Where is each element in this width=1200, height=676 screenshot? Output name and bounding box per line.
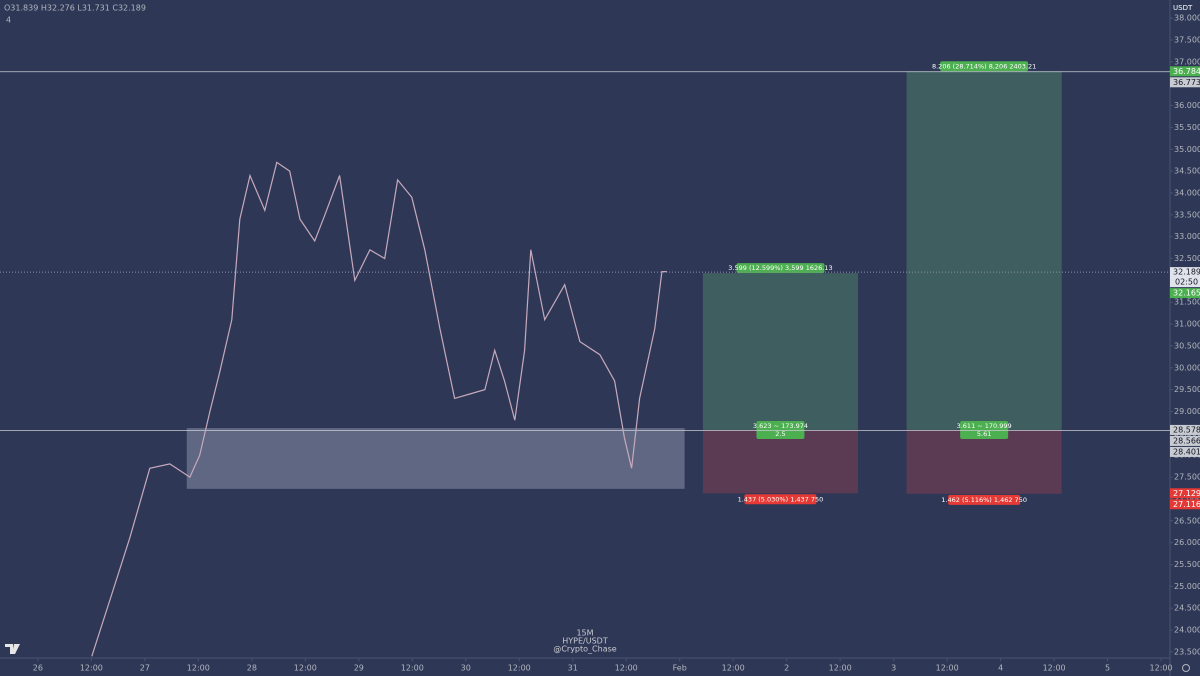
y-tick-label: 29.000 (1174, 407, 1200, 416)
profit-zone (906, 71, 1062, 430)
stop-label-bg (948, 494, 1021, 505)
entry-label-bg (960, 420, 1009, 439)
x-tick-label: 26 (33, 664, 43, 673)
target-label-bg (940, 61, 1029, 72)
price-tag (1170, 499, 1200, 510)
x-tick-label: 12:00 (80, 664, 103, 673)
price-tag (1170, 435, 1200, 446)
entry-label: 3.623 ~ 173.974 (753, 422, 808, 430)
risk-reward: 2.5 (775, 430, 785, 438)
y-tick-label: 35.000 (1174, 145, 1200, 154)
stop-label: 1.462 (5.116%) 1,462 750 (941, 496, 1027, 504)
x-tick-label: 2 (784, 664, 789, 673)
stop-label: 1.437 (5.030%) 1,437 750 (738, 495, 824, 503)
price-tag (1170, 267, 1200, 288)
x-tick-label: 30 (461, 664, 471, 673)
y-tick-label: 34.500 (1174, 167, 1200, 176)
x-tick-label: 12:00 (722, 664, 745, 673)
price-tag-label: 28.578 (1173, 425, 1200, 434)
x-tick-label: 27 (140, 664, 150, 673)
y-tick-label: 24.500 (1174, 604, 1200, 613)
loss-zone (702, 429, 858, 494)
price-tag-label: 28.566 (1173, 436, 1200, 445)
price-tag-label: 32.165 (1173, 289, 1200, 298)
price-tag-label: 36.773 (1173, 78, 1200, 87)
y-tick-label: 36.000 (1174, 101, 1200, 110)
y-tick-label: 37.500 (1174, 35, 1200, 44)
price-tag (1170, 446, 1200, 457)
currency[interactable]: USDT (1173, 4, 1193, 12)
stop-label-bg (744, 494, 817, 505)
settings-icon[interactable] (1182, 664, 1190, 672)
x-tick-label: 5 (1105, 664, 1110, 673)
price-tag-label: 32.189 (1173, 268, 1200, 277)
y-tick-label: 25.500 (1174, 560, 1200, 569)
y-tick-label: 37.000 (1174, 57, 1200, 66)
x-tick-label: 28 (247, 664, 257, 673)
x-tick-label: 12:00 (294, 664, 317, 673)
x-tick-label: Feb (673, 664, 687, 673)
y-tick-label: 31.500 (1174, 298, 1200, 307)
y-tick-label: 34.000 (1174, 188, 1200, 197)
price-tag-label: 27.129 (1173, 489, 1200, 498)
y-tick-label: 29.500 (1174, 385, 1200, 394)
price-tag-label: 36.784 (1173, 67, 1200, 76)
countdown: 02:50 (1175, 278, 1198, 287)
watermark: @Crypto_Chase (553, 645, 616, 654)
price-tag (1170, 66, 1200, 77)
x-tick-label: 12:00 (1150, 664, 1173, 673)
y-tick-label: 23.500 (1174, 647, 1200, 656)
x-tick-label: 12:00 (187, 664, 210, 673)
y-tick-label: 27.000 (1174, 494, 1200, 503)
y-tick-label: 27.500 (1174, 473, 1200, 482)
price-tag (1170, 77, 1200, 88)
x-tick-label: 31 (568, 664, 578, 673)
indicators-toggle[interactable]: 4 (6, 16, 11, 25)
target-label: 3.599 (12.599%) 3,599 1626.13 (728, 264, 832, 272)
y-tick-label: 30.000 (1174, 363, 1200, 372)
x-tick-label: 12:00 (829, 664, 852, 673)
y-tick-label: 32.500 (1174, 254, 1200, 263)
ohlc: O31.839 H32.276 L31.731 C32.189 (4, 4, 146, 13)
y-tick-label: 31.000 (1174, 320, 1200, 329)
logo[interactable] (5, 644, 20, 654)
y-tick-label: 33.500 (1174, 210, 1200, 219)
entry-label-bg (756, 420, 805, 439)
price-tag (1170, 288, 1200, 299)
y-tick-label: 26.500 (1174, 516, 1200, 525)
entry-label: 3.611 ~ 170.999 (957, 422, 1012, 430)
price-tag-label: 27.116 (1173, 500, 1200, 509)
price-tag (1170, 488, 1200, 499)
y-tick-label: 33.000 (1174, 232, 1200, 241)
x-tick-label: 12:00 (508, 664, 531, 673)
x-tick-label: 12:00 (936, 664, 959, 673)
target-label-bg (736, 263, 825, 274)
y-tick-label: 38.000 (1174, 14, 1200, 23)
price-tag (1170, 424, 1200, 435)
y-tick-label: 26.000 (1174, 538, 1200, 547)
demand-zone (186, 428, 685, 489)
x-tick-label: 4 (998, 664, 1003, 673)
price-axis (1170, 0, 1200, 676)
x-tick-label: 3 (891, 664, 896, 673)
y-tick-label: 35.500 (1174, 123, 1200, 132)
y-tick-label: 25.000 (1174, 582, 1200, 591)
y-tick-label: 24.000 (1174, 626, 1200, 635)
risk-reward: 5.61 (977, 430, 991, 438)
x-tick-label: 12:00 (615, 664, 638, 673)
target-label: 8.206 (28.714%) 8,206 2403.21 (932, 62, 1036, 70)
x-tick-label: 29 (354, 664, 364, 673)
price-tag-label: 28.401 (1173, 447, 1200, 456)
profit-zone (702, 273, 858, 430)
x-tick-label: 12:00 (1043, 664, 1066, 673)
x-tick-label: 12:00 (401, 664, 424, 673)
loss-zone (906, 429, 1062, 494)
price-line (91, 161, 667, 657)
y-tick-label: 30.500 (1174, 341, 1200, 350)
watermark: HYPE/USDT (562, 637, 608, 646)
watermark: 15M (576, 629, 593, 638)
